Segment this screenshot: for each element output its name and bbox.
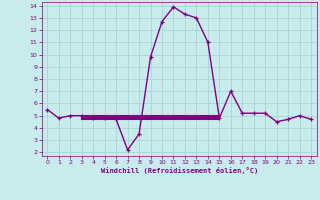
X-axis label: Windchill (Refroidissement éolien,°C): Windchill (Refroidissement éolien,°C) <box>100 167 258 174</box>
